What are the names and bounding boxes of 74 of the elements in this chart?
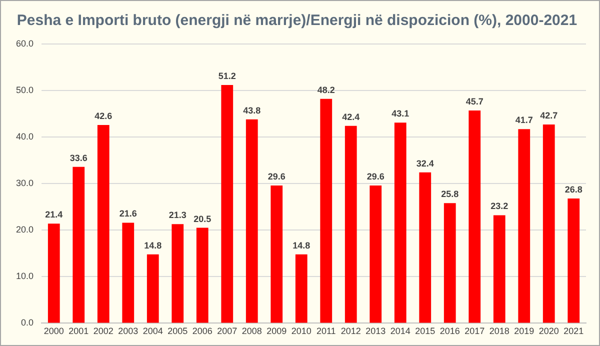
x-tick-label: 2004 [142,326,163,336]
data-label: 21.6 [119,208,137,219]
x-tick-label: 2012 [340,326,361,336]
x-tick-label: 2007 [217,326,238,336]
bar [196,228,208,323]
x-tick-label: 2010 [291,326,312,336]
data-label: 23.2 [490,201,508,212]
x-tick-label: 2005 [168,326,188,336]
data-label: 14.8 [144,240,162,250]
data-label: 51.2 [218,70,236,81]
x-tick-label: 2018 [489,326,510,336]
bar [542,124,555,323]
bar [444,203,456,323]
bar [394,122,406,323]
x-tick-label: 2021 [564,326,584,336]
y-tick-label: 10.0 [16,271,34,282]
x-tick-label: 2003 [118,326,138,336]
x-tick-label: 2013 [366,326,386,336]
bar [221,84,234,323]
bar [518,129,530,323]
data-label: 43.8 [243,105,261,116]
data-label: 14.8 [292,240,310,250]
bar [568,198,580,323]
bar [48,224,60,323]
y-tick-label: 30.0 [16,178,34,188]
data-label: 33.6 [70,152,88,163]
bar [419,172,432,323]
x-tick-label: 2009 [266,326,287,336]
x-tick-label: 2015 [415,326,436,336]
x-tick-label: 2000 [44,326,64,336]
data-label: 25.8 [441,189,459,200]
bar [493,215,506,323]
x-tick-label: 2001 [68,326,89,336]
bar [295,254,308,323]
x-tick-label: 2016 [440,326,460,336]
bar [344,126,357,323]
bar [270,185,283,323]
bar [72,166,85,323]
x-tick-label: 2017 [464,326,485,336]
data-label: 32.4 [416,158,434,168]
y-tick-label: 60.0 [16,38,34,48]
y-tick-label: 40.0 [16,132,34,142]
data-label: 29.6 [366,171,384,182]
data-label: 42.6 [94,110,112,121]
y-tick-label: 0.0 [21,318,34,328]
data-label: 21.3 [168,210,186,220]
data-label: 29.6 [268,171,286,182]
data-label: 43.1 [392,108,410,119]
x-tick-label: 2008 [242,326,262,336]
x-tick-label: 2011 [316,326,336,336]
bar [320,98,332,323]
data-label: 42.4 [342,112,360,122]
x-tick-label: 2006 [192,326,212,336]
x-tick-label: 2019 [514,326,534,336]
bar [97,124,110,323]
y-tick-label: 50.0 [16,85,34,96]
data-label: 41.7 [515,115,533,126]
x-tick-label: 2014 [390,326,410,336]
bar [468,110,481,323]
data-label: 45.7 [466,96,484,107]
bar [172,224,184,323]
bar [122,222,134,323]
x-tick-label: 2020 [538,326,559,336]
data-label: 21.4 [45,210,63,220]
x-tick-label: 2002 [93,326,114,336]
y-tick-label: 20.0 [16,224,34,235]
bar [246,119,258,323]
data-label: 26.8 [564,184,582,194]
bar [370,185,382,323]
data-label: 42.7 [540,110,558,120]
data-label: 48.2 [317,84,335,95]
bar [146,254,159,323]
chart-title: Pesha e Importi bruto (energji në marrje)/Energji në dispozicion (%), 2000-2021 [16,12,578,30]
data-label: 20.5 [194,214,212,224]
